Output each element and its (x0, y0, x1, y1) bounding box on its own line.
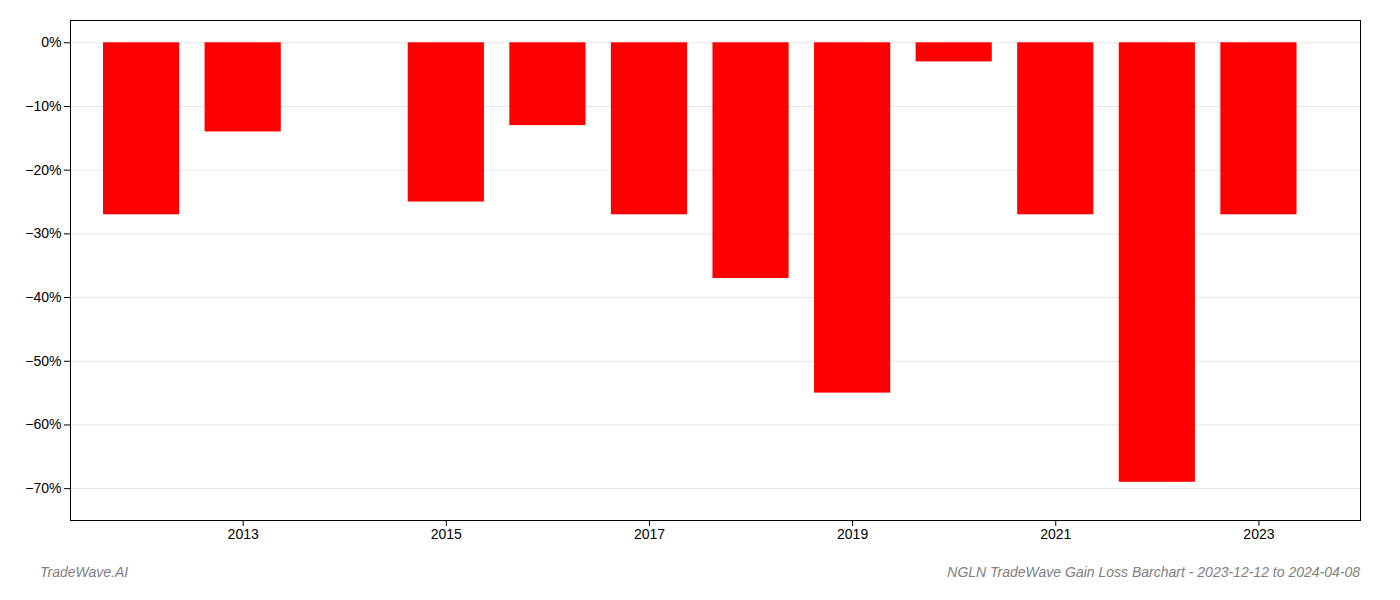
svg-text:−70%: −70% (25, 480, 61, 496)
svg-text:−20%: −20% (25, 162, 61, 178)
svg-text:2017: 2017 (634, 526, 665, 542)
svg-text:2013: 2013 (228, 526, 259, 542)
svg-text:0%: 0% (41, 34, 61, 50)
svg-text:−50%: −50% (25, 353, 61, 369)
svg-text:−40%: −40% (25, 289, 61, 305)
html-text:TradeWave.AI: TradeWave.AI (40, 564, 129, 580)
svg-text:−30%: −30% (25, 225, 61, 241)
svg-text:2015: 2015 (431, 526, 462, 542)
svg-text:2021: 2021 (1040, 526, 1071, 542)
svg-text:−60%: −60% (25, 416, 61, 432)
svg-text:2023: 2023 (1243, 526, 1274, 542)
svg-text:−10%: −10% (25, 98, 61, 114)
html-text:NGLN TradeWave Gain Loss Barch: NGLN TradeWave Gain Loss Barchart - 2023… (947, 564, 1360, 580)
svg-text:2019: 2019 (837, 526, 868, 542)
